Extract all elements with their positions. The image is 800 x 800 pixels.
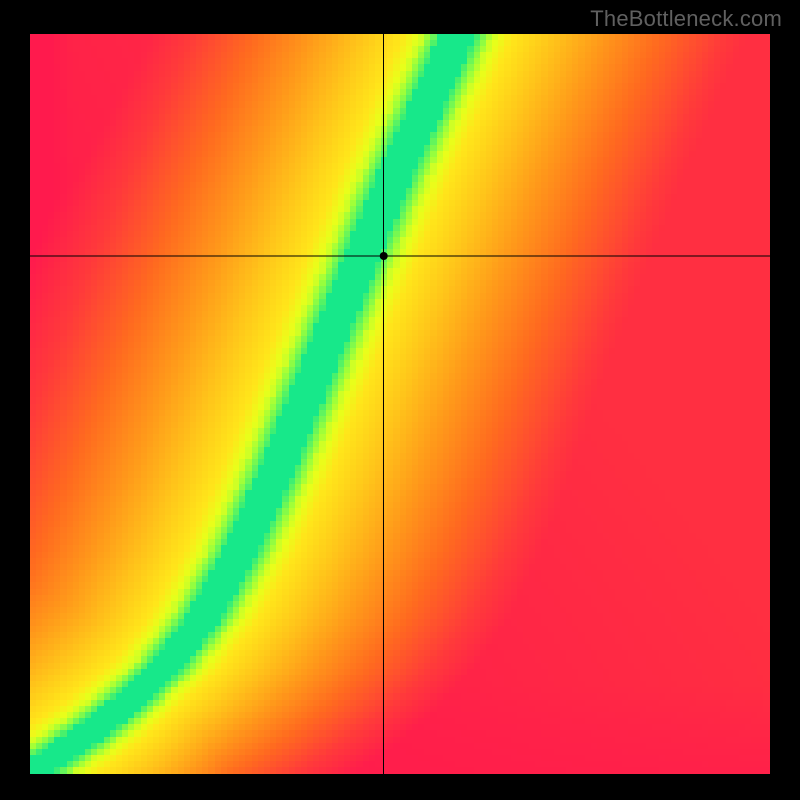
figure-root: { "watermark": "TheBottleneck.com", "can…: [0, 0, 800, 800]
bottleneck-heatmap: [30, 34, 770, 774]
watermark-text: TheBottleneck.com: [590, 6, 782, 32]
